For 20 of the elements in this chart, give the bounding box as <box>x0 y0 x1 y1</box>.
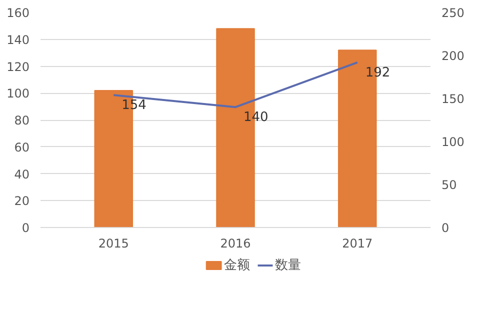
y-tick-label: 40 <box>14 167 30 182</box>
x-tick-label: 2017 <box>342 236 373 250</box>
y-tick-label: 60 <box>14 140 30 154</box>
legend-label: 金额 <box>224 258 250 273</box>
x-tick-label: 2015 <box>98 236 129 250</box>
y2-tick-label: 150 <box>442 92 464 106</box>
y-tick-label: 20 <box>14 194 30 208</box>
y2-tick-label: 0 <box>442 221 450 235</box>
y2-tick-label: 200 <box>442 49 464 63</box>
y-tick-label: 140 <box>6 32 30 47</box>
y2-tick-label: 250 <box>442 6 464 20</box>
y-tick-label: 120 <box>6 60 30 74</box>
y2-tick-label: 50 <box>442 178 457 192</box>
y-tick-label: 80 <box>14 114 30 128</box>
x-tick-label: 2016 <box>220 236 251 250</box>
y-tick-label: 160 <box>6 6 30 20</box>
y2-tick-label: 100 <box>442 135 464 149</box>
legend-label: 数量 <box>275 258 302 273</box>
y-tick-label: 0 <box>22 221 30 235</box>
y-tick-label: 100 <box>6 86 30 101</box>
